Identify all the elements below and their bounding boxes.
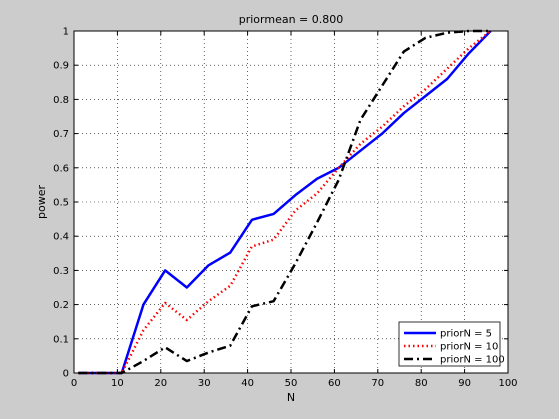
y-axis-label: power bbox=[35, 185, 48, 219]
x-tick-label: 80 bbox=[415, 378, 428, 389]
x-tick-label: 50 bbox=[285, 378, 298, 389]
y-tick-label: 0.4 bbox=[53, 232, 69, 243]
x-tick-label: 70 bbox=[371, 378, 384, 389]
y-tick-label: 0.1 bbox=[53, 334, 69, 345]
x-tick-label: 10 bbox=[111, 378, 124, 389]
legend-label-3: priorN = 100 bbox=[440, 355, 505, 366]
legend-box bbox=[398, 321, 501, 367]
legend-label-2: priorN = 10 bbox=[440, 342, 498, 353]
series-line-1 bbox=[78, 30, 492, 375]
x-tick-label: 90 bbox=[458, 378, 471, 389]
y-tick-label: 1 bbox=[63, 27, 69, 38]
y-tick-label: 0.5 bbox=[53, 198, 69, 209]
series-group bbox=[78, 29, 492, 375]
grid bbox=[74, 31, 508, 373]
y-tick-label: 0.6 bbox=[53, 163, 69, 174]
series-line-3 bbox=[78, 29, 491, 375]
x-axis-label: N bbox=[287, 391, 295, 404]
y-tick-label: 0.7 bbox=[53, 129, 69, 140]
series-line-2 bbox=[78, 30, 492, 375]
x-tick-label: 20 bbox=[154, 378, 167, 389]
x-tick-label: 0 bbox=[71, 378, 77, 389]
y-tick-label: 0.2 bbox=[53, 300, 69, 311]
x-tick-label: 40 bbox=[241, 378, 254, 389]
legend: priorN = 5 priorN = 10 priorN = 100 bbox=[398, 321, 505, 367]
ticks: 0 10 20 30 40 50 60 70 80 90 100 0 0.1 0.2 0.3 0.4 0.5 0.… bbox=[53, 27, 517, 390]
y-tick-label: 0.3 bbox=[53, 266, 69, 277]
x-tick-label: 100 bbox=[498, 378, 517, 389]
x-tick-label: 60 bbox=[328, 378, 341, 389]
legend-label-1: priorN = 5 bbox=[440, 329, 492, 340]
y-tick-label: 0 bbox=[63, 369, 69, 380]
x-tick-label: 30 bbox=[198, 378, 211, 389]
chart-title: priormean = 0.800 bbox=[239, 13, 344, 26]
y-tick-label: 0.9 bbox=[53, 61, 69, 72]
y-tick-label: 0.8 bbox=[53, 95, 69, 106]
